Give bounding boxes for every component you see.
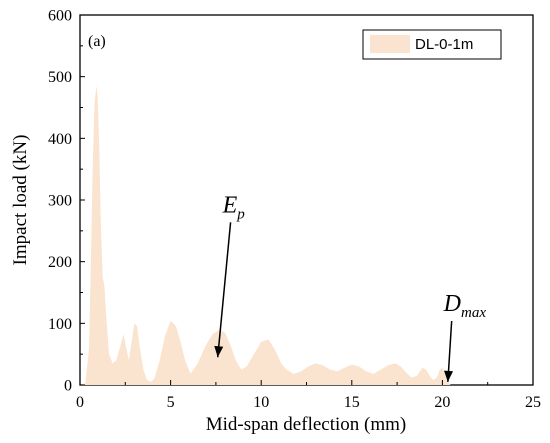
ticks-layer: 0 5 10 15 20 25 0 100 200 300 400 500 600 [48,8,541,412]
legend-swatch [370,35,410,53]
x-tick-label: 15 [344,394,360,411]
y-tick-label: 100 [48,316,72,333]
legend: DL-0-1m [362,29,502,60]
x-tick-label: 5 [167,394,175,411]
annotation-0: Ep [222,192,246,222]
annotation-1: Dmax [443,291,487,321]
y-tick-label: 200 [48,254,72,271]
x-tick-label: 10 [253,394,269,411]
annotation-arrow-line-0 [216,222,232,358]
y-axis-title: Impact load (kN) [10,135,31,266]
y-tick-label: 400 [48,131,72,148]
x-tick-label: 25 [525,394,541,411]
panel-label: (a) [88,33,106,50]
y-tick-label: 500 [48,69,72,86]
annotation-arrow-head-0 [214,345,224,358]
y-tick-label: 300 [48,193,72,210]
x-tick-label: 0 [76,394,84,411]
legend-label: DL-0-1m [415,36,473,53]
series-layer [80,85,451,386]
plot-area-frame [79,14,534,386]
annotation-arrow-head-1 [444,370,454,382]
series-area-0 [80,85,451,386]
x-tick-label: 20 [434,394,450,411]
x-axis-title: Mid-span deflection (mm) [206,414,407,435]
y-tick-label: 0 [64,378,72,395]
y-tick-label: 600 [48,8,72,25]
